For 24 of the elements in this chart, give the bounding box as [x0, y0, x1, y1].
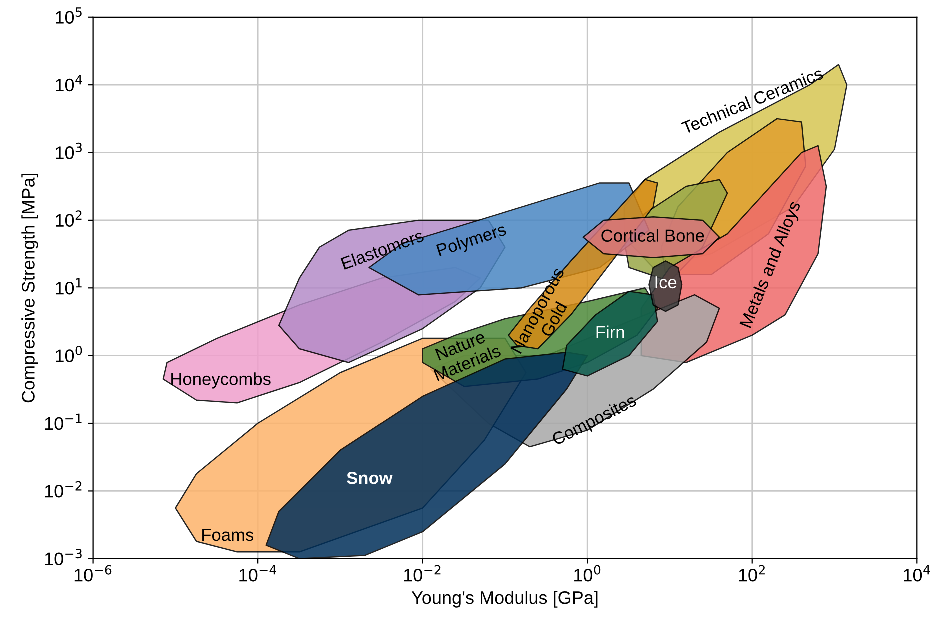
y-tick-label: 10$^{−1}$	[45, 414, 82, 430]
x-tick-label: 10$^{0}$	[574, 565, 601, 582]
x-axis-title: Young's Modulus [GPa]	[412, 591, 598, 608]
x-tick-label: 10$^{4}$	[904, 565, 930, 582]
y-tick-label: 10$^{4}$	[56, 75, 82, 92]
series-label: Honeycombs	[172, 372, 271, 389]
series-label: Metals and Alloys	[739, 200, 804, 330]
y-tick-label: 10$^{1}$	[56, 278, 82, 295]
series-label: Ice	[656, 276, 677, 289]
y-tick-label: 10$^{0}$	[56, 346, 82, 362]
x-tick-label: 10$^{−4}$	[240, 565, 276, 582]
y-tick-label: 10$^{3}$	[56, 142, 82, 160]
series-label: Cortical Bone	[602, 229, 704, 242]
series-label: Foams	[202, 529, 254, 542]
series-label: Firn	[596, 326, 624, 338]
y-tick-label: 10$^{−3}$	[45, 549, 82, 566]
x-tick-label: 10$^{2}$	[739, 565, 765, 582]
y-axis-title: Compressive Strength [MPa]	[22, 174, 38, 403]
y-tick-label: 10$^{2}$	[56, 210, 82, 228]
y-tick-label: 10$^{5}$	[56, 8, 82, 24]
y-tick-label: 10$^{−2}$	[45, 481, 82, 498]
x-tick-label: 10$^{−2}$	[404, 565, 441, 582]
x-tick-label: 10$^{−6}$	[74, 565, 112, 582]
series-label: Snow	[347, 472, 393, 484]
